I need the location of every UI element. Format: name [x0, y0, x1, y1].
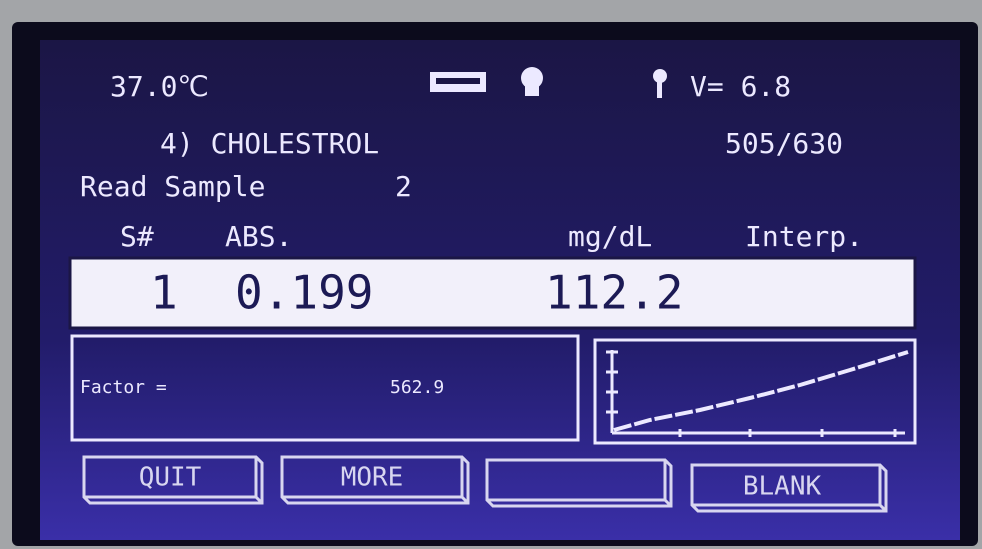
factor-label: Factor =	[80, 377, 167, 398]
temperature: 37.0℃	[110, 70, 209, 103]
button-label[interactable]: MORE	[341, 463, 404, 493]
keyboard-icon	[430, 72, 486, 92]
voltage: V= 6.8	[690, 70, 791, 103]
factor-value: 562.9	[390, 377, 444, 398]
header: S#	[120, 220, 154, 253]
read-number: 2	[395, 170, 412, 203]
result-box	[70, 258, 915, 328]
device-screen: 37.0℃ V= 6.8 4) CHOLESTROL 505/630 Read …	[0, 0, 982, 549]
test-name: 4) CHOLESTROL	[160, 127, 379, 160]
read-label: Read Sample	[80, 170, 265, 203]
header: ABS.	[225, 220, 292, 253]
header: mg/dL	[568, 220, 652, 253]
button-label[interactable]: QUIT	[139, 463, 202, 493]
button-label[interactable]: BLANK	[743, 472, 822, 502]
header: Interp.	[745, 220, 863, 253]
concentration: 112.2	[545, 266, 683, 320]
absorbance: 0.199	[235, 266, 373, 320]
sample-number: 1	[150, 266, 178, 320]
page: 37.0℃ V= 6.8 4) CHOLESTROL 505/630 Read …	[0, 0, 982, 549]
wavelength: 505/630	[725, 127, 843, 160]
